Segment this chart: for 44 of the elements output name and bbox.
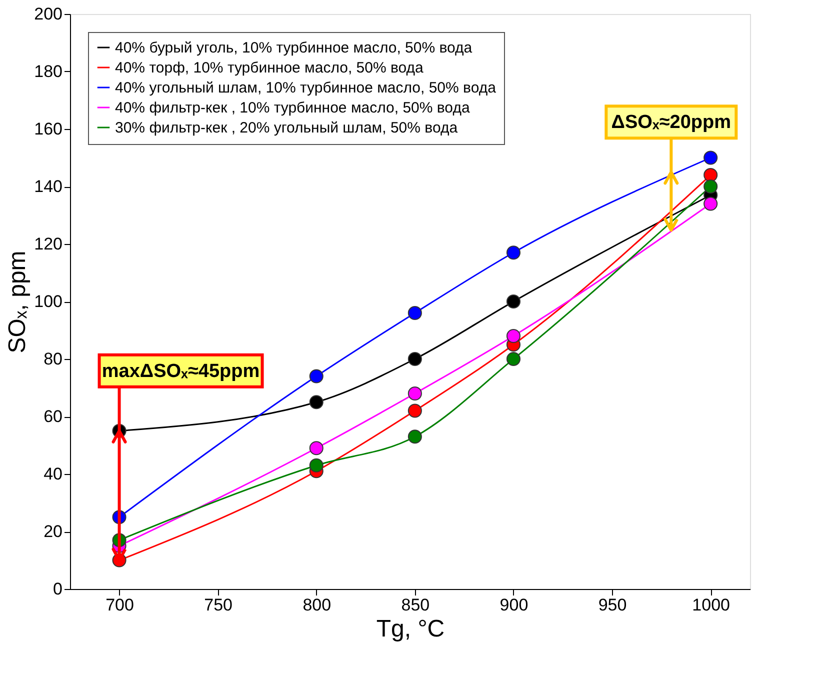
y-axis-title: SOₓ, ppm xyxy=(4,250,32,354)
point xyxy=(704,168,718,182)
point xyxy=(309,369,324,384)
legend-label: 40% бурый уголь, 10% турбинное масло, 50% вода xyxy=(115,40,473,56)
legend-label: 40% торф, 10% турбинное масло, 50% вода xyxy=(115,60,424,76)
y-tick-label: 160 xyxy=(34,120,62,138)
point xyxy=(506,294,520,309)
point xyxy=(704,196,718,211)
point xyxy=(408,386,422,401)
x-tick-label: 1000 xyxy=(692,596,730,614)
x-tick-label: 800 xyxy=(302,596,332,614)
point xyxy=(408,352,422,366)
y-tick-label: 20 xyxy=(44,522,62,541)
legend-label: 40% фильтр-кек , 10% турбинное масло, 50% вода xyxy=(115,100,470,116)
y-tick-label: 120 xyxy=(34,234,62,254)
y-tick-label: 140 xyxy=(34,177,62,196)
point xyxy=(309,441,324,456)
legend-label: 30% фильтр-кек , 20% угольный шлам, 50% вода xyxy=(115,120,458,136)
x-tick-label: 850 xyxy=(401,596,430,614)
y-tick-label: 60 xyxy=(44,407,62,426)
y-tick-label: 80 xyxy=(44,350,62,368)
point xyxy=(309,458,324,472)
point xyxy=(506,352,520,366)
y-tick-label: 180 xyxy=(34,62,62,81)
y-tick-label: 40 xyxy=(44,464,62,484)
y-tick-label: 0 xyxy=(53,580,62,598)
x-tick-label: 950 xyxy=(598,596,627,614)
legend-label: 40% угольный шлам, 10% турбинное масло, 50% вода xyxy=(115,80,497,96)
point xyxy=(704,150,718,165)
x-tick-label: 900 xyxy=(500,596,528,614)
point xyxy=(408,306,422,320)
annotation: maxΔSOₓ≈45ppm xyxy=(102,360,260,382)
x-tick-label: 700 xyxy=(106,596,134,614)
point xyxy=(506,328,520,344)
point xyxy=(408,430,422,444)
point xyxy=(309,395,324,410)
point xyxy=(408,404,422,418)
point xyxy=(704,179,718,194)
y-tick-label: 100 xyxy=(34,292,62,311)
point xyxy=(506,246,520,260)
annotation: ΔSOₓ≈20ppm xyxy=(611,112,732,134)
x-tick-label: 750 xyxy=(204,596,233,614)
x-axis-title: Tg, °C xyxy=(376,616,445,642)
y-tick-label: 200 xyxy=(34,4,62,24)
